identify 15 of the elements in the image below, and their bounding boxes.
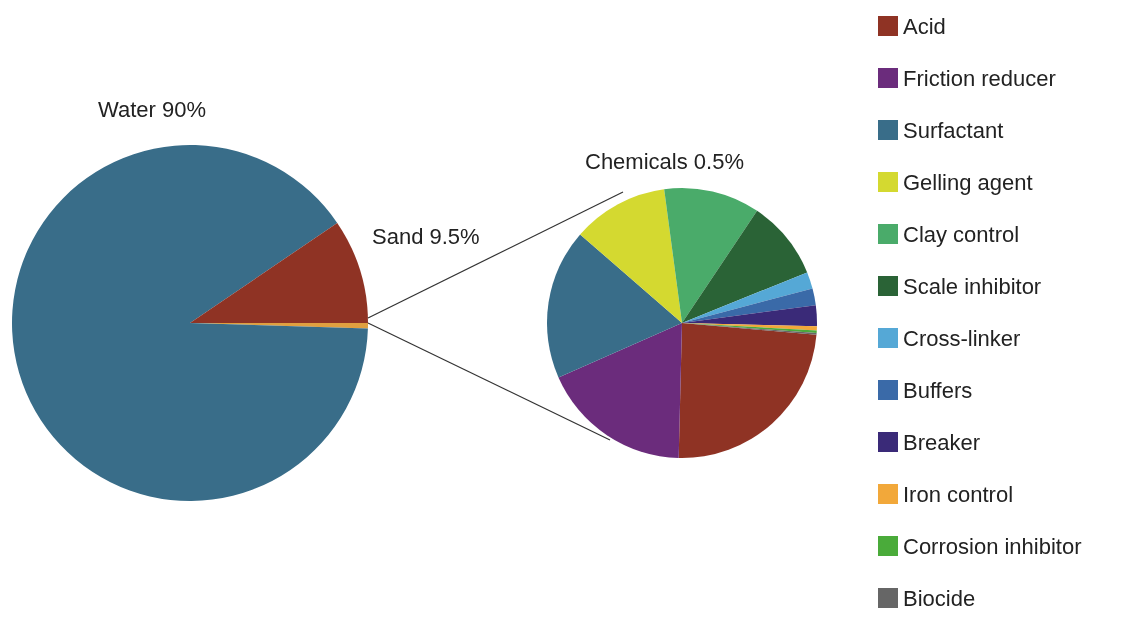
legend-label: Friction reducer — [903, 65, 1056, 91]
legend-label: Surfactant — [903, 117, 1004, 143]
legend-label: Buffers — [903, 377, 973, 403]
legend-label: Acid — [903, 13, 946, 39]
legend-label: Cross-linker — [903, 325, 1021, 351]
legend-label: Biocide — [903, 585, 976, 611]
slice-label: Water 90% — [98, 96, 207, 122]
legend-label: Clay control — [903, 221, 1020, 247]
legend-label: Iron control — [903, 481, 1014, 507]
slice-label: Chemicals 0.5% — [585, 148, 744, 174]
legend-label: Corrosion inhibitor — [903, 533, 1082, 559]
legend-label: Breaker — [903, 429, 981, 455]
slice-label: Sand 9.5% — [372, 223, 480, 249]
legend-label: Scale inhibitor — [903, 273, 1042, 299]
legend-label: Gelling agent — [903, 169, 1033, 195]
